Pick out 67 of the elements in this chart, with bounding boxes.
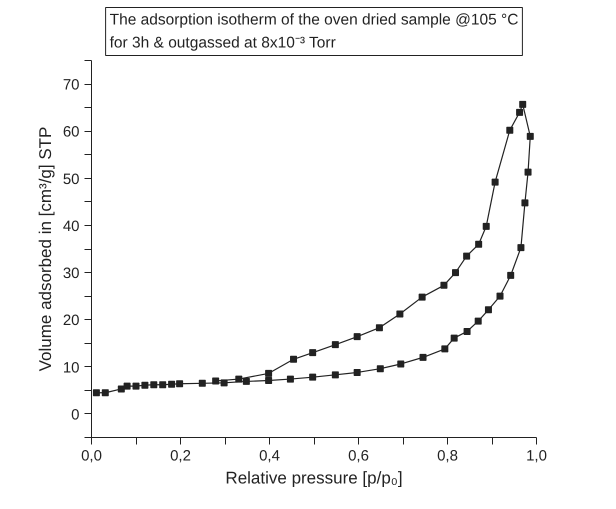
point [474,318,482,325]
point [332,341,339,348]
y-tick-label: 50 [62,170,80,188]
point [482,222,490,230]
point [526,132,534,140]
point [496,292,504,300]
point [242,378,250,385]
point [212,377,220,384]
point [450,334,458,342]
point [354,333,361,340]
y-tick-label: 10 [62,359,80,376]
point [92,389,100,396]
point [220,379,228,386]
x-tick-label: 0,0 [81,448,102,464]
x-axis-title: Relative pressure [p/p₀] [225,468,403,488]
point [484,306,492,314]
point [441,345,448,352]
point [286,376,294,383]
y-tick-label: 0 [71,406,80,424]
point [376,365,384,372]
point [309,349,316,356]
x-tick-label: 0,8 [437,448,458,464]
point [519,100,526,108]
point [354,368,361,376]
point [159,381,166,388]
point [376,324,383,332]
point [524,168,532,176]
point [507,272,514,279]
x-tick-label: 0,6 [348,448,369,464]
point [521,199,528,206]
point [198,380,206,387]
point [176,380,184,388]
x-tick-label: 1,0 [526,448,547,464]
point [452,269,460,276]
point [418,294,426,301]
point [102,389,109,396]
point [265,376,272,384]
point [332,371,339,378]
point [440,282,448,289]
y-tick-label: 40 [62,218,80,235]
x-tick-label: 0,4 [259,448,280,464]
point [124,382,131,390]
point [265,370,272,377]
point [506,126,514,134]
point [463,252,470,260]
point [290,356,298,363]
y-tick-label: 70 [62,76,80,94]
point [397,360,404,368]
point [420,354,427,361]
chart-title: The adsorption isotherm of the oven dried sample @105 °C for 3h & outgassed at 8x10⁻³ Torr [110,12,518,52]
point [309,374,316,381]
point [492,178,499,186]
point [475,240,482,248]
y-tick-label: 20 [62,312,80,330]
point [150,381,158,388]
point [517,244,524,252]
x-tick-label: 0,2 [170,448,191,464]
point [516,108,524,116]
y-tick-label: 60 [62,124,80,141]
point [464,328,471,335]
point [168,380,176,388]
point [132,382,140,390]
y-axis-title: Volume adsorbed in [cm³/g] STP [36,126,55,372]
point [235,376,242,383]
y-tick-label: 30 [62,265,80,282]
point [141,382,148,389]
point [396,310,404,318]
